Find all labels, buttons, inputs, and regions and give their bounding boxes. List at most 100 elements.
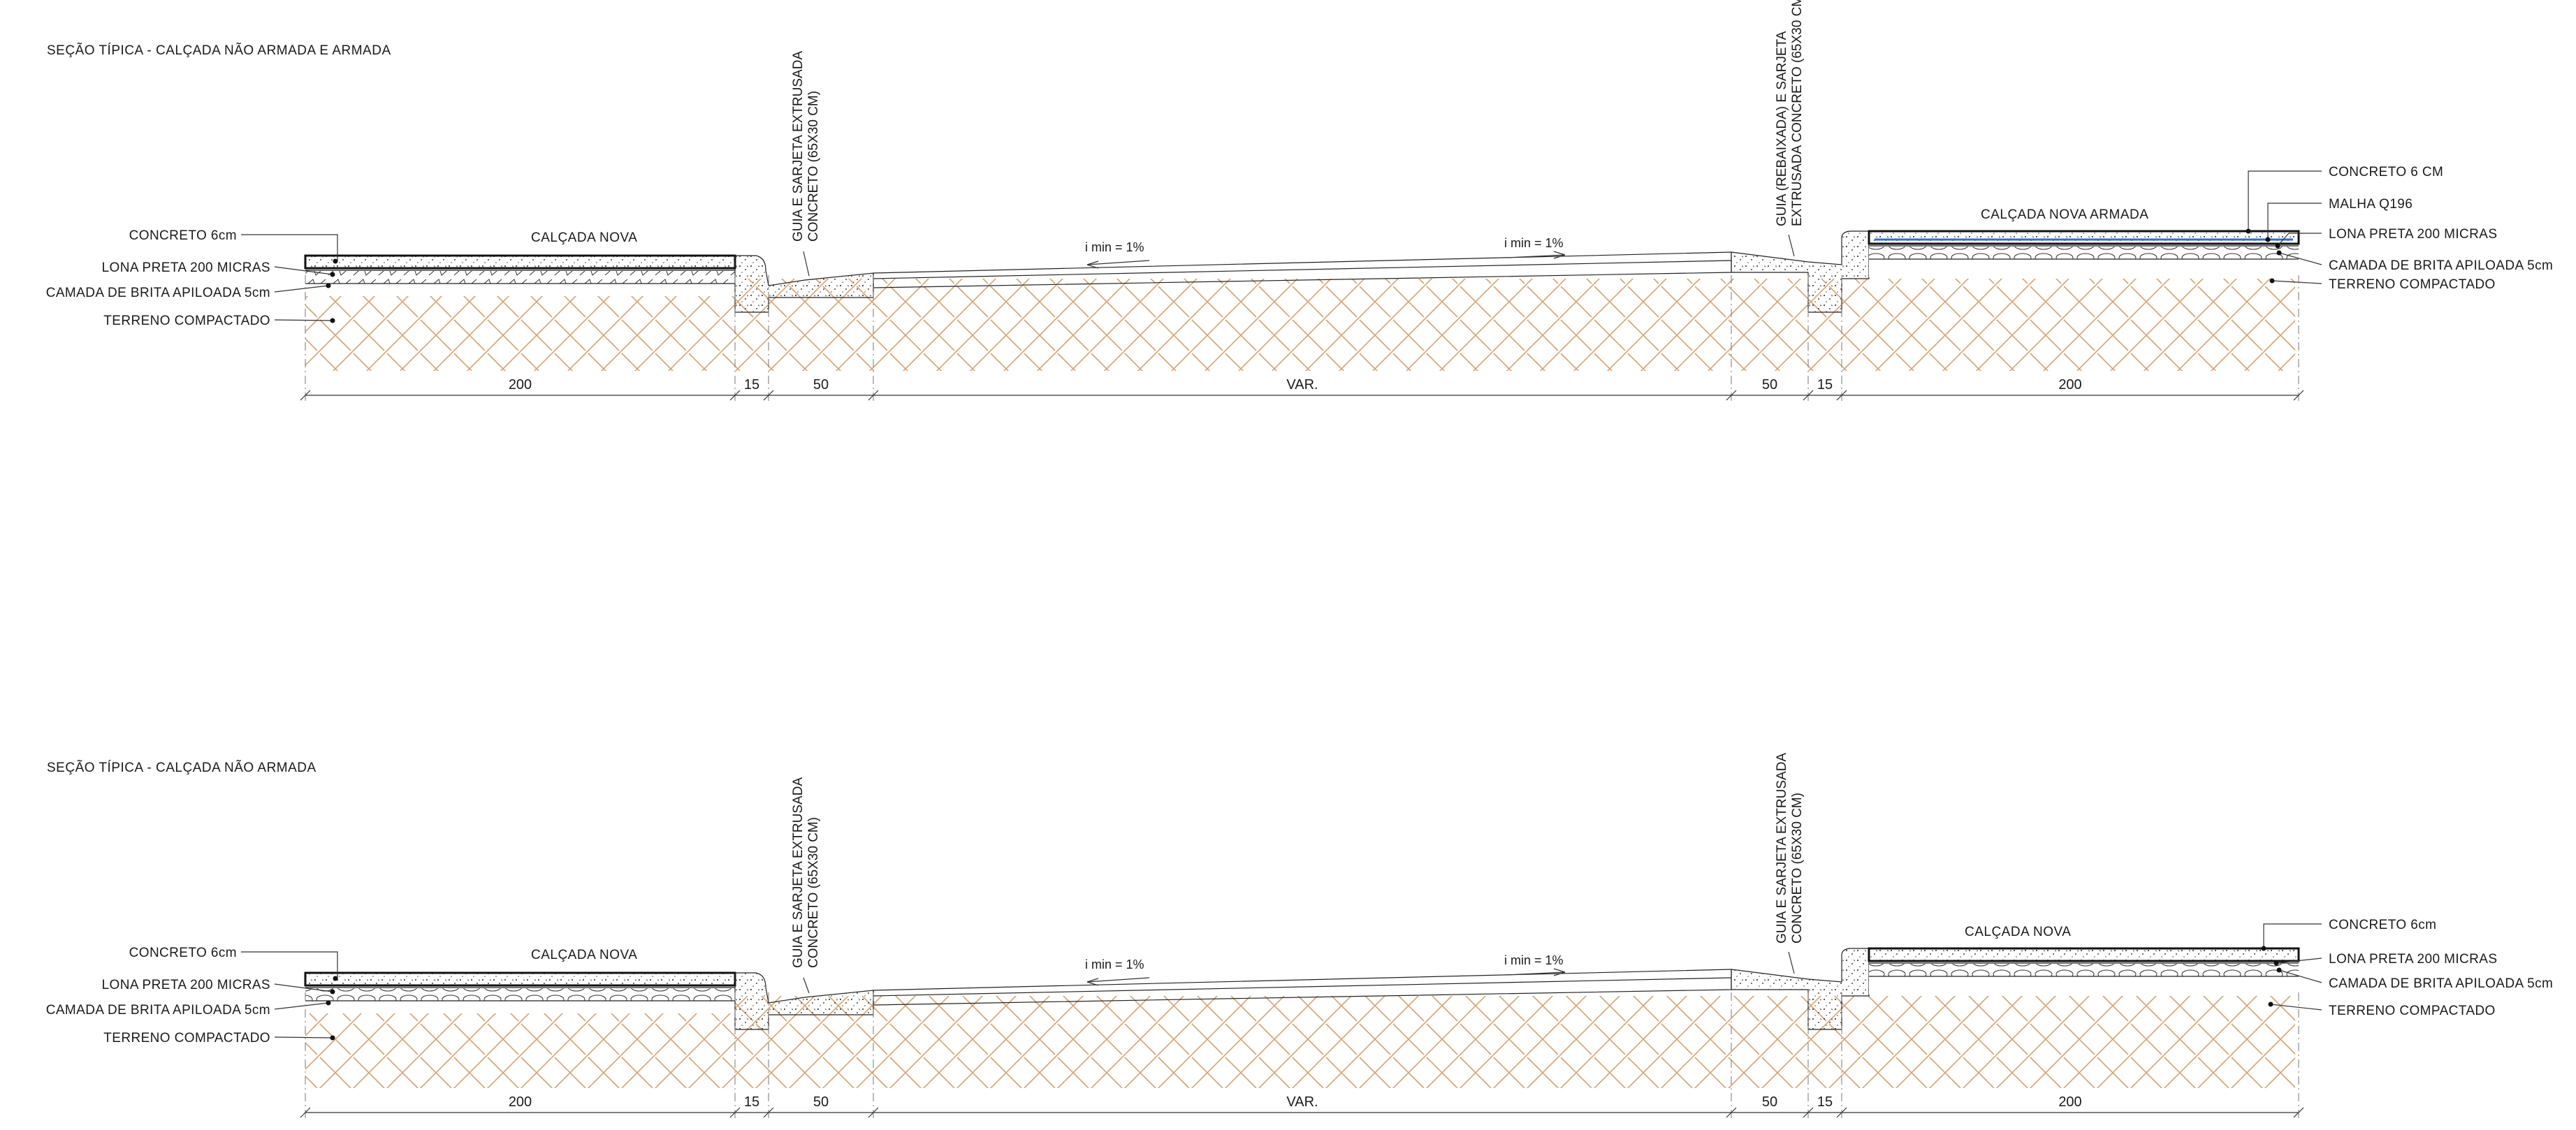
dimension-label-3: VAR. xyxy=(1286,377,1318,392)
left-leader-3 xyxy=(274,319,333,321)
left-leader-dot-1 xyxy=(330,272,335,277)
right-sidewalk-caption: CALÇADA NOVA xyxy=(1965,925,2071,939)
right-concrete-slab xyxy=(1869,948,2299,961)
left-leader-dot-0 xyxy=(333,258,338,264)
dimension-label-3: VAR. xyxy=(1286,1094,1318,1110)
left-leader-0 xyxy=(241,234,338,261)
left-leader-dot-1 xyxy=(330,989,335,995)
right-leader-dot-1 xyxy=(2273,960,2279,966)
section-armada: SEÇÃO TÍPICA - CALÇADA NÃO ARMADA E ARMA… xyxy=(46,0,2553,402)
dimension-tick-5 xyxy=(1803,1107,1814,1118)
slope-right-label: i min = 1% xyxy=(1504,953,1564,967)
right-leader-3 xyxy=(2270,1004,2322,1011)
right-curb-note-leader xyxy=(1788,951,1795,974)
section-title: SEÇÃO TÍPICA - CALÇADA NÃO ARMADA E ARMA… xyxy=(47,43,391,58)
left-curb-concrete xyxy=(735,256,873,312)
right-leader-4 xyxy=(2271,280,2322,284)
left-curb-note-1: CONCRETO (65X30 CM) xyxy=(806,91,821,242)
left-layer-label-3: TERRENO COMPACTADO xyxy=(103,314,270,328)
right-leader-dot-2 xyxy=(2276,967,2282,973)
right-leader-0 xyxy=(2263,923,2322,948)
slope-left-arrow xyxy=(1086,977,1150,983)
right-sidewalk-caption: CALÇADA NOVA ARMADA xyxy=(1981,207,2148,222)
right-curb-note-0: GUIA E SARJETA EXTRUSADA xyxy=(1775,753,1789,944)
left-leader-2 xyxy=(274,285,329,293)
right-leader-dot-2 xyxy=(2275,243,2280,249)
dimension-tick-1 xyxy=(729,390,741,401)
right-gravel-layer xyxy=(1869,247,2299,259)
right-leader-2 xyxy=(2278,969,2322,983)
dimension-label-1: 15 xyxy=(744,1094,759,1110)
right-leader-1 xyxy=(2267,203,2322,240)
left-layer-label-0: CONCRETO 6cm xyxy=(129,946,237,960)
right-layer-label-1: LONA PRETA 200 MICRAS xyxy=(2329,952,2497,967)
dimension-label-4: 50 xyxy=(1762,377,1777,392)
right-layer-label-2: CAMADA DE BRITA APILOADA 5cm xyxy=(2329,976,2553,991)
right-leader-dot-0 xyxy=(2261,946,2266,951)
right-leader-0 xyxy=(2248,170,2322,231)
slope-left-arrowhead xyxy=(1086,978,1099,986)
right-gravel-layer xyxy=(1869,964,2299,976)
right-leader-dot-0 xyxy=(2246,228,2251,234)
left-concrete-slab xyxy=(305,973,735,985)
dimension-label-0: 200 xyxy=(509,377,532,392)
slope-left-arrow xyxy=(1086,260,1150,265)
dimension-label-6: 200 xyxy=(2058,1094,2081,1110)
left-sidewalk-caption: CALÇADA NOVA xyxy=(531,948,637,962)
section-title: SEÇÃO TÍPICA - CALÇADA NÃO ARMADA xyxy=(47,760,316,775)
left-curb-note-0: GUIA E SARJETA EXTRUSADA xyxy=(791,51,806,242)
left-leader-0 xyxy=(241,951,338,978)
dimension-tick-0 xyxy=(300,390,311,401)
slope-right-arrowhead xyxy=(1553,968,1566,976)
right-curb-note-leader xyxy=(1788,234,1795,257)
right-layer-label-2: LONA PRETA 200 MICRAS xyxy=(2329,227,2497,242)
right-leader-dot-1 xyxy=(2265,237,2271,242)
right-curb-concrete xyxy=(1731,948,1869,1029)
slope-right-arrow xyxy=(1505,254,1566,258)
right-concrete-outline xyxy=(1868,947,2300,962)
dimension-tick-6 xyxy=(1836,1107,1847,1118)
dimension-tick-1 xyxy=(729,1107,741,1118)
left-curb-concrete xyxy=(735,973,873,1029)
left-leader-dot-3 xyxy=(330,318,335,323)
left-layer-label-1: LONA PRETA 200 MICRAS xyxy=(102,261,270,275)
right-leader-2 xyxy=(2277,233,2322,247)
right-curb-note-0: GUIA (REBAIXADA) E SARJETA xyxy=(1775,31,1789,226)
right-leader-dot-3 xyxy=(2276,250,2282,256)
left-sidewalk-caption: CALÇADA NOVA xyxy=(531,230,637,245)
left-gravel-layer xyxy=(305,271,735,284)
dimension-label-2: 50 xyxy=(813,377,829,392)
left-leader-2 xyxy=(274,1002,329,1010)
left-layer-label-0: CONCRETO 6cm xyxy=(129,228,237,243)
left-concrete-slab xyxy=(305,256,735,268)
right-curb-concrete xyxy=(1731,231,1869,312)
left-layer-label-2: CAMADA DE BRITA APILOADA 5cm xyxy=(46,1003,270,1018)
left-leader-dot-3 xyxy=(330,1035,335,1041)
dimension-tick-2 xyxy=(763,1107,774,1118)
left-leader-1 xyxy=(274,983,333,992)
dimension-label-4: 50 xyxy=(1762,1094,1777,1110)
dimension-label-0: 200 xyxy=(509,1094,532,1110)
right-leader-1 xyxy=(2276,957,2322,964)
right-concrete-outline xyxy=(1868,230,2300,245)
dimension-label-1: 15 xyxy=(744,377,759,392)
dimension-label-5: 15 xyxy=(1817,377,1833,392)
dimension-tick-4 xyxy=(1726,1107,1737,1118)
right-layer-label-0: CONCRETO 6cm xyxy=(2329,918,2436,932)
dimension-tick-2 xyxy=(763,390,774,401)
left-layer-label-3: TERRENO COMPACTADO xyxy=(103,1031,270,1045)
dimension-tick-3 xyxy=(868,1107,879,1118)
right-layer-label-0: CONCRETO 6 CM xyxy=(2329,165,2443,179)
slope-left-label: i min = 1% xyxy=(1085,957,1144,971)
slope-left-arrowhead xyxy=(1086,261,1099,269)
dimension-label-6: 200 xyxy=(2058,377,2081,392)
right-curb-note-1: EXTRUSADA CONCRETO (65X30 CM) xyxy=(1790,0,1805,226)
right-leader-dot-3 xyxy=(2268,1001,2273,1007)
slope-right-arrowhead xyxy=(1553,251,1566,259)
dimension-tick-4 xyxy=(1726,390,1737,401)
dimension-label-5: 15 xyxy=(1817,1094,1833,1110)
road-layer-line xyxy=(873,977,1732,997)
left-leader-dot-2 xyxy=(326,283,331,288)
road-layer-line xyxy=(873,260,1732,279)
